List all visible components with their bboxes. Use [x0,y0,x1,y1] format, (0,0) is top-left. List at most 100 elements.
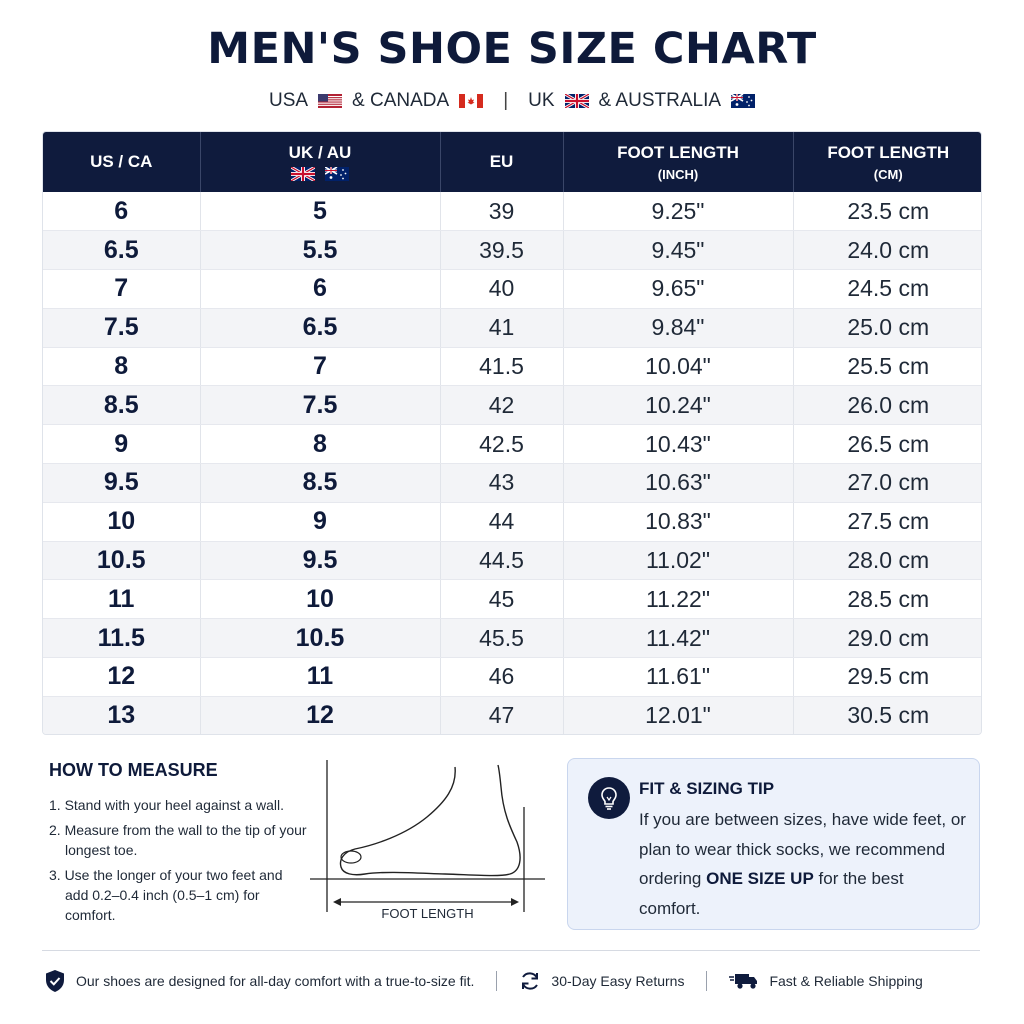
us-size-cell: 8 [43,347,201,387]
lightbulb-icon [588,777,630,819]
eu-size-cell: 46 [440,657,564,697]
uk-size-cell: 10.5 [200,618,441,659]
refresh-icon [522,972,539,990]
foot-length-cm-cell: 27.5 cm [793,502,981,542]
foot-length-cm-cell: 25.0 cm [793,308,981,348]
uk-size-cell: 6.5 [200,308,441,348]
foot-length-cm-cell: 24.5 cm [793,269,981,309]
region-separator: | [503,90,509,111]
foot-length-cm-cell: 28.5 cm [793,579,981,620]
us-size-cell: 12 [43,657,201,697]
us-size-cell: 13 [43,696,201,734]
eu-size-cell: 44 [440,502,564,542]
header-cm: FOOT LENGTH (CM) [827,142,950,182]
footer-returns: 30-Day Easy Returns [519,970,684,992]
eu-size-cell: 47 [440,696,564,734]
table-row: 7.5 6.5 41 9.84" 25.0 cm [43,308,981,348]
eu-size-cell: 43 [440,463,564,503]
foot-length-cm-cell: 30.5 cm [793,696,981,734]
header-inch: FOOT LENGTH (INCH) [563,132,794,192]
region-canada: & CANADA [352,90,450,111]
table-row: 12 11 46 11.61" 29.5 cm [43,657,981,697]
footer-separator [706,971,708,991]
truck-icon [729,974,758,989]
us-size-cell: 8.5 [43,385,201,426]
footer-comfort: Our shoes are designed for all-day comfo… [44,969,474,993]
us-size-cell: 11 [43,579,201,620]
us-flag-icon [318,94,343,108]
uk-size-cell: 12 [200,696,441,734]
eu-size-cell: 45.5 [440,618,564,659]
foot-length-cm-cell: 28.0 cm [793,541,981,581]
fit-tip-box: FIT & SIZING TIP If you are between size… [567,758,980,930]
table-header-row: US / CA UK / AU [43,132,981,192]
how-to-title: HOW TO MEASURE [49,760,218,780]
region-australia: & AUSTRALIA [598,90,722,111]
uk-size-cell: 9 [200,502,441,542]
table-row: 9.5 8.5 43 10.63" 27.0 cm [43,463,981,503]
foot-length-cm-cell: 23.5 cm [793,192,981,232]
eu-size-cell: 39 [440,192,564,232]
header-eu: EU [440,132,564,192]
eu-size-cell: 44.5 [440,541,564,581]
eu-size-cell: 40 [440,269,564,309]
foot-length-inch-cell: 11.22" [563,579,794,620]
foot-length-cm-cell: 25.5 cm [793,347,981,387]
footer-separator [496,971,498,991]
foot-length-cm-cell: 26.0 cm [793,385,981,426]
australia-flag-icon [731,94,756,108]
header-us: US / CA [43,132,201,192]
uk-size-cell: 5 [200,192,441,232]
foot-length-inch-cell: 9.84" [563,308,794,348]
uk-flag-icon [291,167,315,181]
us-size-cell: 10 [43,502,201,542]
foot-length-cm-cell: 26.5 cm [793,424,981,465]
footer-divider [42,950,980,951]
how-to-measure: HOW TO MEASURE 1. Stand with your heel a… [49,760,309,930]
foot-length-inch-cell: 12.01" [563,696,794,734]
foot-length-inch-cell: 11.42" [563,618,794,659]
foot-length-cm-cell: 27.0 cm [793,463,981,503]
eu-size-cell: 39.5 [440,230,564,271]
region-usa: USA [268,90,309,111]
foot-length-cm-cell: 29.0 cm [793,618,981,659]
us-size-cell: 10.5 [43,541,201,581]
table-row: 8 7 41.5 10.04" 25.5 cm [43,347,981,387]
australia-flag-icon [325,167,349,181]
table-row: 6.5 5.5 39.5 9.45" 24.0 cm [43,230,981,271]
region-line: USA & CANADA | UK & AUSTRALIA [0,90,1024,112]
uk-size-cell: 8 [200,424,441,465]
tip-emphasis: ONE SIZE UP [706,869,814,888]
uk-size-cell: 8.5 [200,463,441,503]
foot-length-inch-cell: 11.02" [563,541,794,581]
shield-check-icon [46,970,64,992]
foot-length-inch-cell: 10.83" [563,502,794,542]
foot-length-inch-cell: 9.25" [563,192,794,232]
table-row: 6 5 39 9.25" 23.5 cm [43,192,981,232]
foot-length-inch-cell: 9.45" [563,230,794,271]
foot-length-inch-cell: 9.65" [563,269,794,309]
foot-length-inch-cell: 10.24" [563,385,794,426]
foot-measure-diagram [310,760,545,912]
size-chart-table: US / CA UK / AU [42,131,982,735]
us-size-cell: 9.5 [43,463,201,503]
us-size-cell: 6.5 [43,230,201,271]
uk-flag-icon [564,94,589,108]
us-size-cell: 9 [43,424,201,465]
uk-size-cell: 10 [200,579,441,620]
table-row: 11.5 10.5 45.5 11.42" 29.0 cm [43,618,981,659]
foot-length-inch-cell: 11.61" [563,657,794,697]
foot-length-cm-cell: 29.5 cm [793,657,981,697]
uk-size-cell: 7 [200,347,441,387]
foot-length-label: FOOT LENGTH [340,906,515,921]
uk-size-cell: 11 [200,657,441,697]
page-title: MEN'S SHOE SIZE CHART [207,24,817,74]
us-size-cell: 7 [43,269,201,309]
table-row: 10.5 9.5 44.5 11.02" 28.0 cm [43,541,981,581]
eu-size-cell: 42 [440,385,564,426]
tip-title: FIT & SIZING TIP [639,779,775,798]
table-row: 10 9 44 10.83" 27.5 cm [43,502,981,542]
us-size-cell: 11.5 [43,618,201,659]
table-row: 11 10 45 11.22" 28.5 cm [43,579,981,620]
foot-length-inch-cell: 10.63" [563,463,794,503]
